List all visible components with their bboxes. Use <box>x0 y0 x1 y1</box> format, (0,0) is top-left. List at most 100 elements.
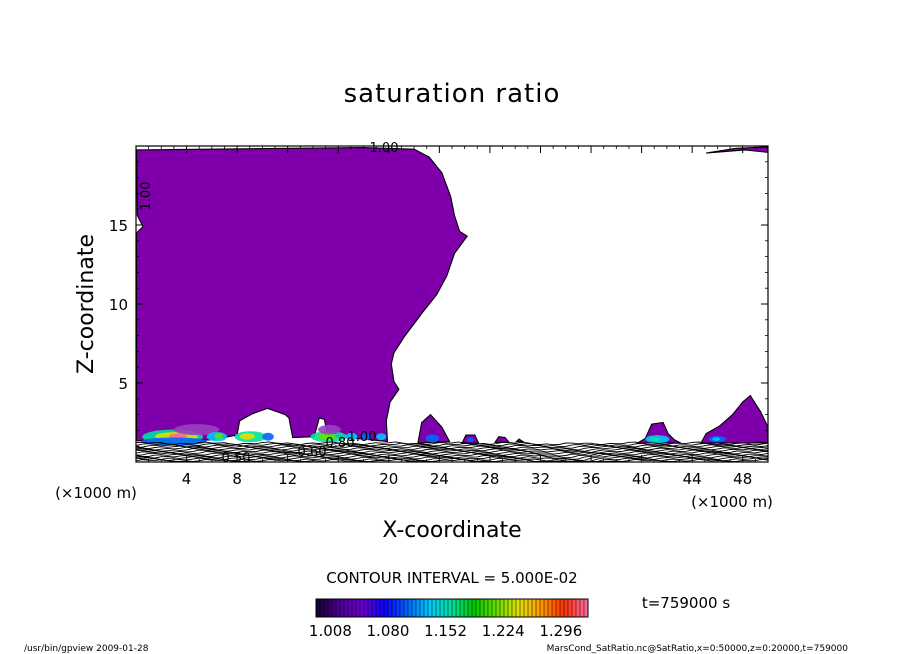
colorbar-swatch <box>520 599 525 617</box>
colorbar-swatch <box>448 599 453 617</box>
colorbar-swatch <box>340 599 345 617</box>
contour-line <box>135 446 769 452</box>
y-axis-ticks: 5 10 15 <box>109 161 768 447</box>
colorbar-swatch <box>344 599 349 617</box>
colorbar-swatch <box>572 599 577 617</box>
high-saturation-blob <box>318 433 336 440</box>
x-axis-title: X-coordinate <box>382 518 521 543</box>
x-tick-label: 16 <box>329 470 348 488</box>
colorbar-swatch <box>372 599 377 617</box>
colorbar-swatch <box>364 599 369 617</box>
colorbar-swatch <box>532 599 537 617</box>
high-saturation-blob <box>214 433 224 439</box>
x-tick-label: 40 <box>632 470 651 488</box>
colorbar-swatch <box>444 599 449 617</box>
colorbar-swatch <box>512 599 517 617</box>
colorbar-swatch <box>488 599 493 617</box>
colorbar-swatch <box>316 599 321 617</box>
colorbar-swatch <box>496 599 501 617</box>
colorbar-swatch <box>568 599 573 617</box>
colorbar-swatch <box>452 599 457 617</box>
time-label: t=759000 s <box>642 594 730 612</box>
colorbar-swatch <box>560 599 565 617</box>
y-tick-label: 5 <box>118 375 128 393</box>
high-saturation-blob <box>318 424 341 435</box>
plot-area: 1.00 1.00 0.50 0.60 0.80 1.00 4 8 12 16 20 24… <box>109 141 769 488</box>
x-unit-label-left: (×1000 m) <box>55 484 137 502</box>
contour-label: 0.80 <box>326 436 355 451</box>
contour-label: 1.00 <box>370 141 399 156</box>
x-tick-label: 4 <box>182 470 192 488</box>
colorbar-swatch <box>440 599 445 617</box>
colorbar-swatch <box>544 599 549 617</box>
colorbar-swatch <box>396 599 401 617</box>
colorbar-swatch <box>356 599 361 617</box>
colorbar-swatch <box>464 599 469 617</box>
contour-line <box>135 441 769 446</box>
colorbar-swatch <box>536 599 541 617</box>
contour-line <box>135 457 769 462</box>
contour-label: 0.50 <box>222 451 251 466</box>
colorbar-swatch <box>324 599 329 617</box>
colorbar-tick-label: 1.224 <box>482 622 525 640</box>
colorbar-swatch <box>352 599 357 617</box>
colorbar-swatch <box>412 599 417 617</box>
colorbar-swatch <box>508 599 513 617</box>
x-tick-label: 20 <box>379 470 398 488</box>
x-tick-label: 32 <box>531 470 550 488</box>
chart-title: saturation ratio <box>344 79 561 109</box>
ground-contour-lines <box>135 441 769 462</box>
high-saturation-blob <box>173 424 220 436</box>
x-tick-label: 36 <box>581 470 600 488</box>
colorbar-swatch <box>576 599 581 617</box>
contour-label: 1.00 <box>348 430 377 445</box>
high-saturation-blob <box>649 436 661 442</box>
y-tick-label: 15 <box>109 217 128 235</box>
colorbar-swatch <box>360 599 365 617</box>
colorbar-swatch <box>376 599 381 617</box>
colorbar-swatch <box>428 599 433 617</box>
colorbar-swatch <box>436 599 441 617</box>
colorbar-swatch <box>320 599 325 617</box>
colorbar-swatch <box>388 599 393 617</box>
colorbar-swatch <box>504 599 509 617</box>
colorbar-tick-label: 1.080 <box>367 622 410 640</box>
x-tick-label: 28 <box>480 470 499 488</box>
colorbar-swatch <box>552 599 557 617</box>
colorbar-tick-label: 1.152 <box>424 622 467 640</box>
high-saturation-blob <box>239 433 255 440</box>
colorbar-swatch <box>556 599 561 617</box>
x-tick-label: 48 <box>733 470 752 488</box>
x-tick-label: 12 <box>278 470 297 488</box>
colorbar-swatch <box>564 599 569 617</box>
colorbar-swatch <box>420 599 425 617</box>
high-saturation-blob <box>712 437 720 441</box>
colorbar-swatch <box>480 599 485 617</box>
high-saturation-blob <box>425 434 440 443</box>
colorbar-swatch <box>392 599 397 617</box>
contour-line <box>135 445 769 451</box>
colorbar-swatch <box>404 599 409 617</box>
colorbar-frame <box>315 598 589 618</box>
x-axis-ticks: 4 8 12 16 20 24 28 32 36 40 44 48 <box>148 146 756 488</box>
colorbar-swatch <box>484 599 489 617</box>
y-tick-label: 10 <box>109 296 128 314</box>
colorbar-swatch <box>524 599 529 617</box>
colorbar-swatch <box>456 599 461 617</box>
colorbar-swatch <box>500 599 505 617</box>
colorbar-swatch <box>384 599 389 617</box>
colorbar-swatch <box>460 599 465 617</box>
saturated-region <box>515 438 525 443</box>
x-tick-label: 8 <box>232 470 242 488</box>
colorbar-swatch <box>492 599 497 617</box>
colorbar-tick-label: 1.008 <box>309 622 352 640</box>
colorbar-swatch <box>472 599 477 617</box>
colorbar-tick-label: 1.296 <box>539 622 582 640</box>
colorbar-tick-labels: 1.008 1.080 1.152 1.224 1.296 <box>309 622 582 640</box>
colorbar-swatch <box>336 599 341 617</box>
colorbar-swatch <box>424 599 429 617</box>
footer-right: MarsCond_SatRatio.nc@SatRatio,x=0:50000,… <box>547 644 849 654</box>
contour-label: 1.00 <box>139 182 154 211</box>
contour-line <box>135 449 769 455</box>
